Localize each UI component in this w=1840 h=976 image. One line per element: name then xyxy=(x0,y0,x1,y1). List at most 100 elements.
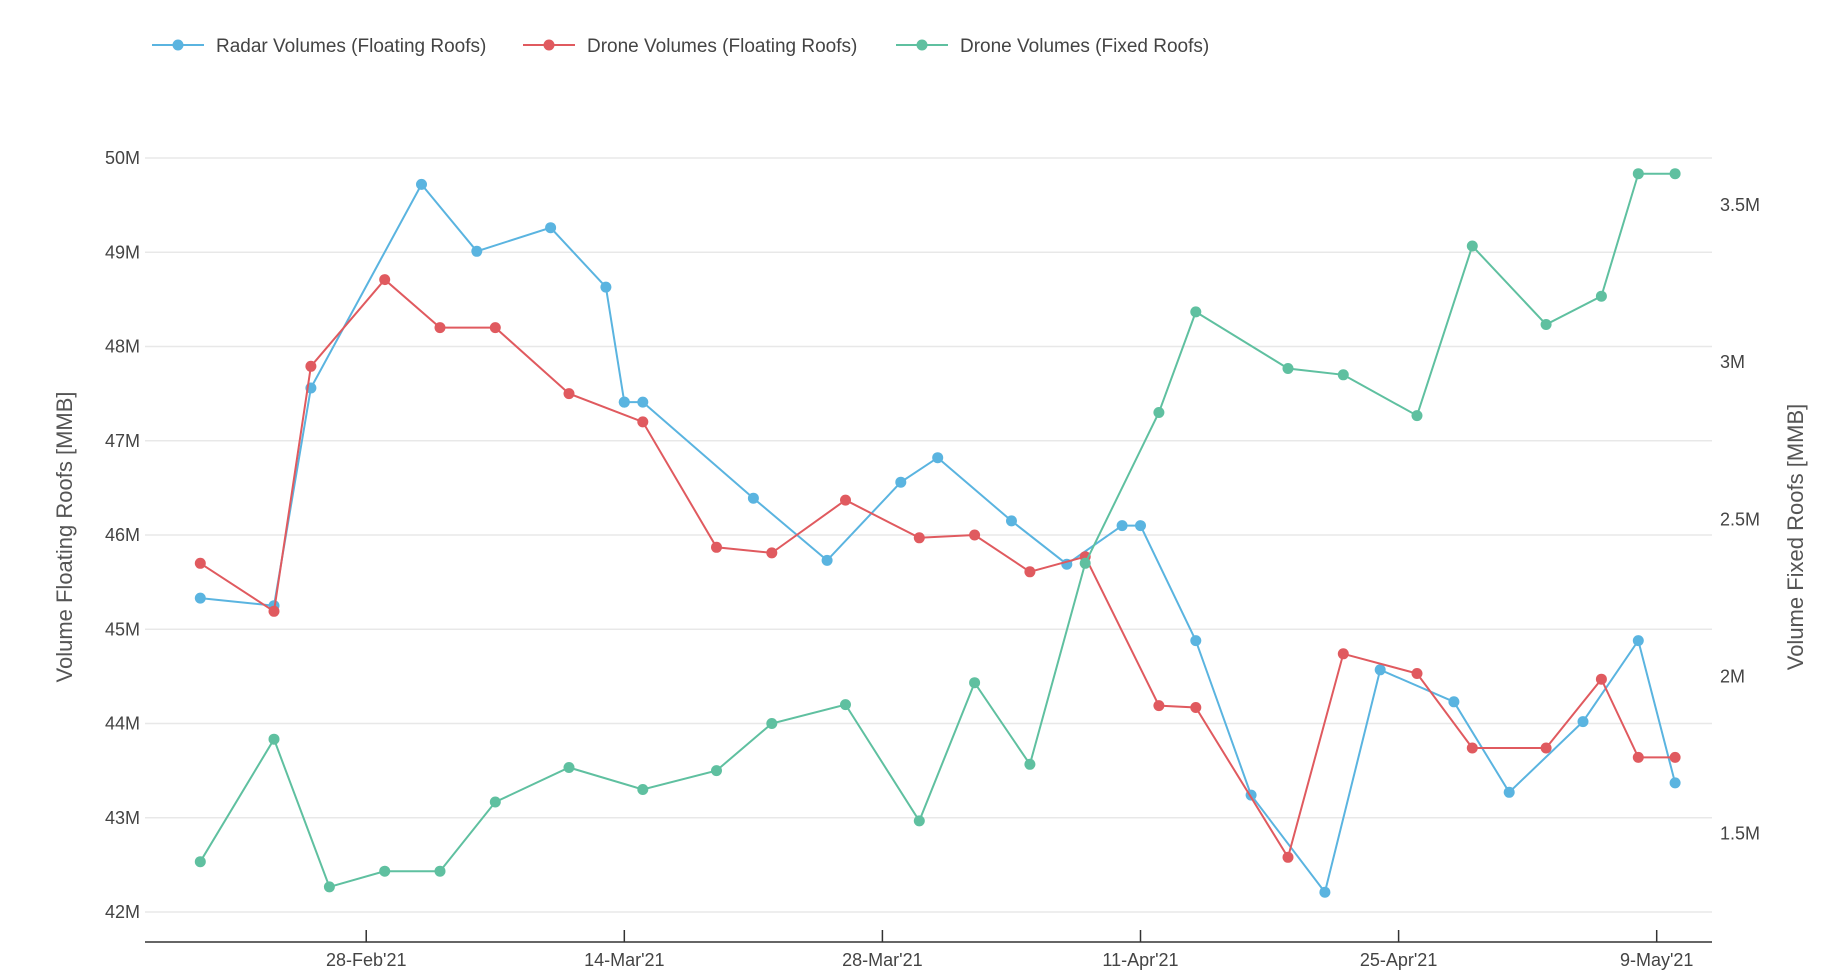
series-line xyxy=(200,182,1677,895)
data-point xyxy=(305,360,317,372)
data-point xyxy=(1190,702,1202,713)
y-axis-left-title: Volume Floating Roofs [MMB] xyxy=(52,391,77,682)
y-right-tick-label: 3.5M xyxy=(1720,195,1760,215)
data-point xyxy=(1448,696,1460,708)
data-point xyxy=(194,856,206,868)
data-point xyxy=(895,476,907,488)
data-point xyxy=(379,865,391,877)
data-point xyxy=(1411,410,1423,422)
data-point xyxy=(1632,635,1644,647)
data-point xyxy=(194,557,206,569)
y-left-tick-label: 42M xyxy=(105,902,140,922)
legend-item: Drone Volumes (Fixed Roofs) xyxy=(896,36,1209,57)
data-point xyxy=(1190,306,1202,318)
data-point xyxy=(913,532,925,544)
data-point xyxy=(1024,758,1036,770)
legend-item: Radar Volumes (Floating Roofs) xyxy=(152,36,486,57)
data-point xyxy=(1337,648,1349,660)
legend-label: Radar Volumes (Floating Roofs) xyxy=(216,36,486,57)
data-point xyxy=(323,881,335,893)
data-point xyxy=(840,494,851,506)
x-tick-label: 14-Mar'21 xyxy=(584,950,664,970)
series-line xyxy=(199,172,1676,889)
data-point xyxy=(840,699,851,711)
data-point xyxy=(1466,240,1478,252)
data-point xyxy=(913,815,925,827)
data-point xyxy=(1153,407,1165,418)
data-point xyxy=(1374,664,1386,676)
data-point xyxy=(618,396,630,408)
data-point xyxy=(766,718,778,729)
data-point xyxy=(1024,566,1036,578)
y-axis-left: 42M 43M 44M 45M 46M 47M 48M 49M 50M xyxy=(105,148,140,922)
data-point xyxy=(563,388,575,400)
data-point xyxy=(1577,716,1589,728)
data-point xyxy=(545,222,557,234)
y-left-tick-label: 43M xyxy=(105,808,140,828)
data-point xyxy=(1135,520,1146,532)
data-point xyxy=(1540,319,1552,330)
data-point xyxy=(1669,168,1681,180)
x-axis: 28-Feb'21 14-Mar'21 28-Mar'21 11-Apr'21 25-A… xyxy=(145,930,1712,970)
y-left-tick-label: 49M xyxy=(105,242,140,262)
data-point xyxy=(1319,886,1331,898)
legend-label: Drone Volumes (Fixed Roofs) xyxy=(960,36,1209,57)
data-point xyxy=(268,733,280,745)
data-point xyxy=(1540,742,1552,754)
data-point xyxy=(1503,786,1515,798)
data-point xyxy=(379,274,391,286)
y-left-tick-label: 47M xyxy=(105,431,140,451)
y-right-tick-label: 2M xyxy=(1720,666,1745,686)
grid xyxy=(145,157,1712,913)
y-left-tick-label: 45M xyxy=(105,619,140,639)
x-tick-label: 28-Mar'21 xyxy=(842,950,922,970)
x-tick-label: 28-Feb'21 xyxy=(326,950,407,970)
data-point xyxy=(969,529,981,541)
data-point xyxy=(1669,751,1681,763)
series-2 xyxy=(194,274,1681,863)
series-layer xyxy=(194,168,1681,898)
data-point xyxy=(194,592,206,604)
y-axis-right: 1.5M 2M 2.5M 3M 3.5M xyxy=(1720,195,1760,843)
legend-swatch-marker xyxy=(172,39,184,51)
y-left-tick-label: 44M xyxy=(105,714,140,734)
data-point xyxy=(1116,520,1128,532)
x-tick-label: 9-May'21 xyxy=(1620,950,1693,970)
data-point xyxy=(1282,851,1294,863)
data-point xyxy=(600,281,612,293)
y-left-tick-label: 50M xyxy=(105,148,140,168)
y-right-tick-label: 2.5M xyxy=(1720,509,1760,529)
legend: Radar Volumes (Floating Roofs) Drone Volu… xyxy=(152,36,1209,57)
series-3 xyxy=(194,168,1681,893)
legend-swatch-marker xyxy=(916,39,928,51)
x-tick-label: 11-Apr'21 xyxy=(1102,950,1178,970)
data-point xyxy=(1466,742,1478,754)
data-point xyxy=(1669,777,1681,789)
data-point xyxy=(1282,363,1294,374)
data-point xyxy=(1411,668,1423,679)
legend-swatch-marker xyxy=(543,39,555,51)
y-left-tick-label: 46M xyxy=(105,525,140,545)
data-point xyxy=(637,396,649,408)
data-point xyxy=(1079,557,1091,569)
data-point xyxy=(932,452,944,464)
data-point xyxy=(1632,751,1644,763)
data-point xyxy=(637,784,649,795)
data-point xyxy=(416,178,427,190)
series-line xyxy=(199,278,1676,860)
x-tick-label: 25-Apr'21 xyxy=(1360,950,1437,970)
data-point xyxy=(1190,635,1202,647)
data-point xyxy=(1153,700,1165,712)
data-point xyxy=(969,677,981,689)
data-point xyxy=(766,547,778,559)
legend-item: Drone Volumes (Floating Roofs) xyxy=(523,36,857,57)
y-left-tick-label: 48M xyxy=(105,337,140,357)
data-point xyxy=(711,765,722,777)
series-1 xyxy=(194,178,1681,898)
y-right-tick-label: 3M xyxy=(1720,352,1745,372)
data-point xyxy=(1595,673,1607,685)
data-point xyxy=(563,762,575,773)
data-point xyxy=(471,245,483,257)
y-right-tick-label: 1.5M xyxy=(1720,823,1760,843)
